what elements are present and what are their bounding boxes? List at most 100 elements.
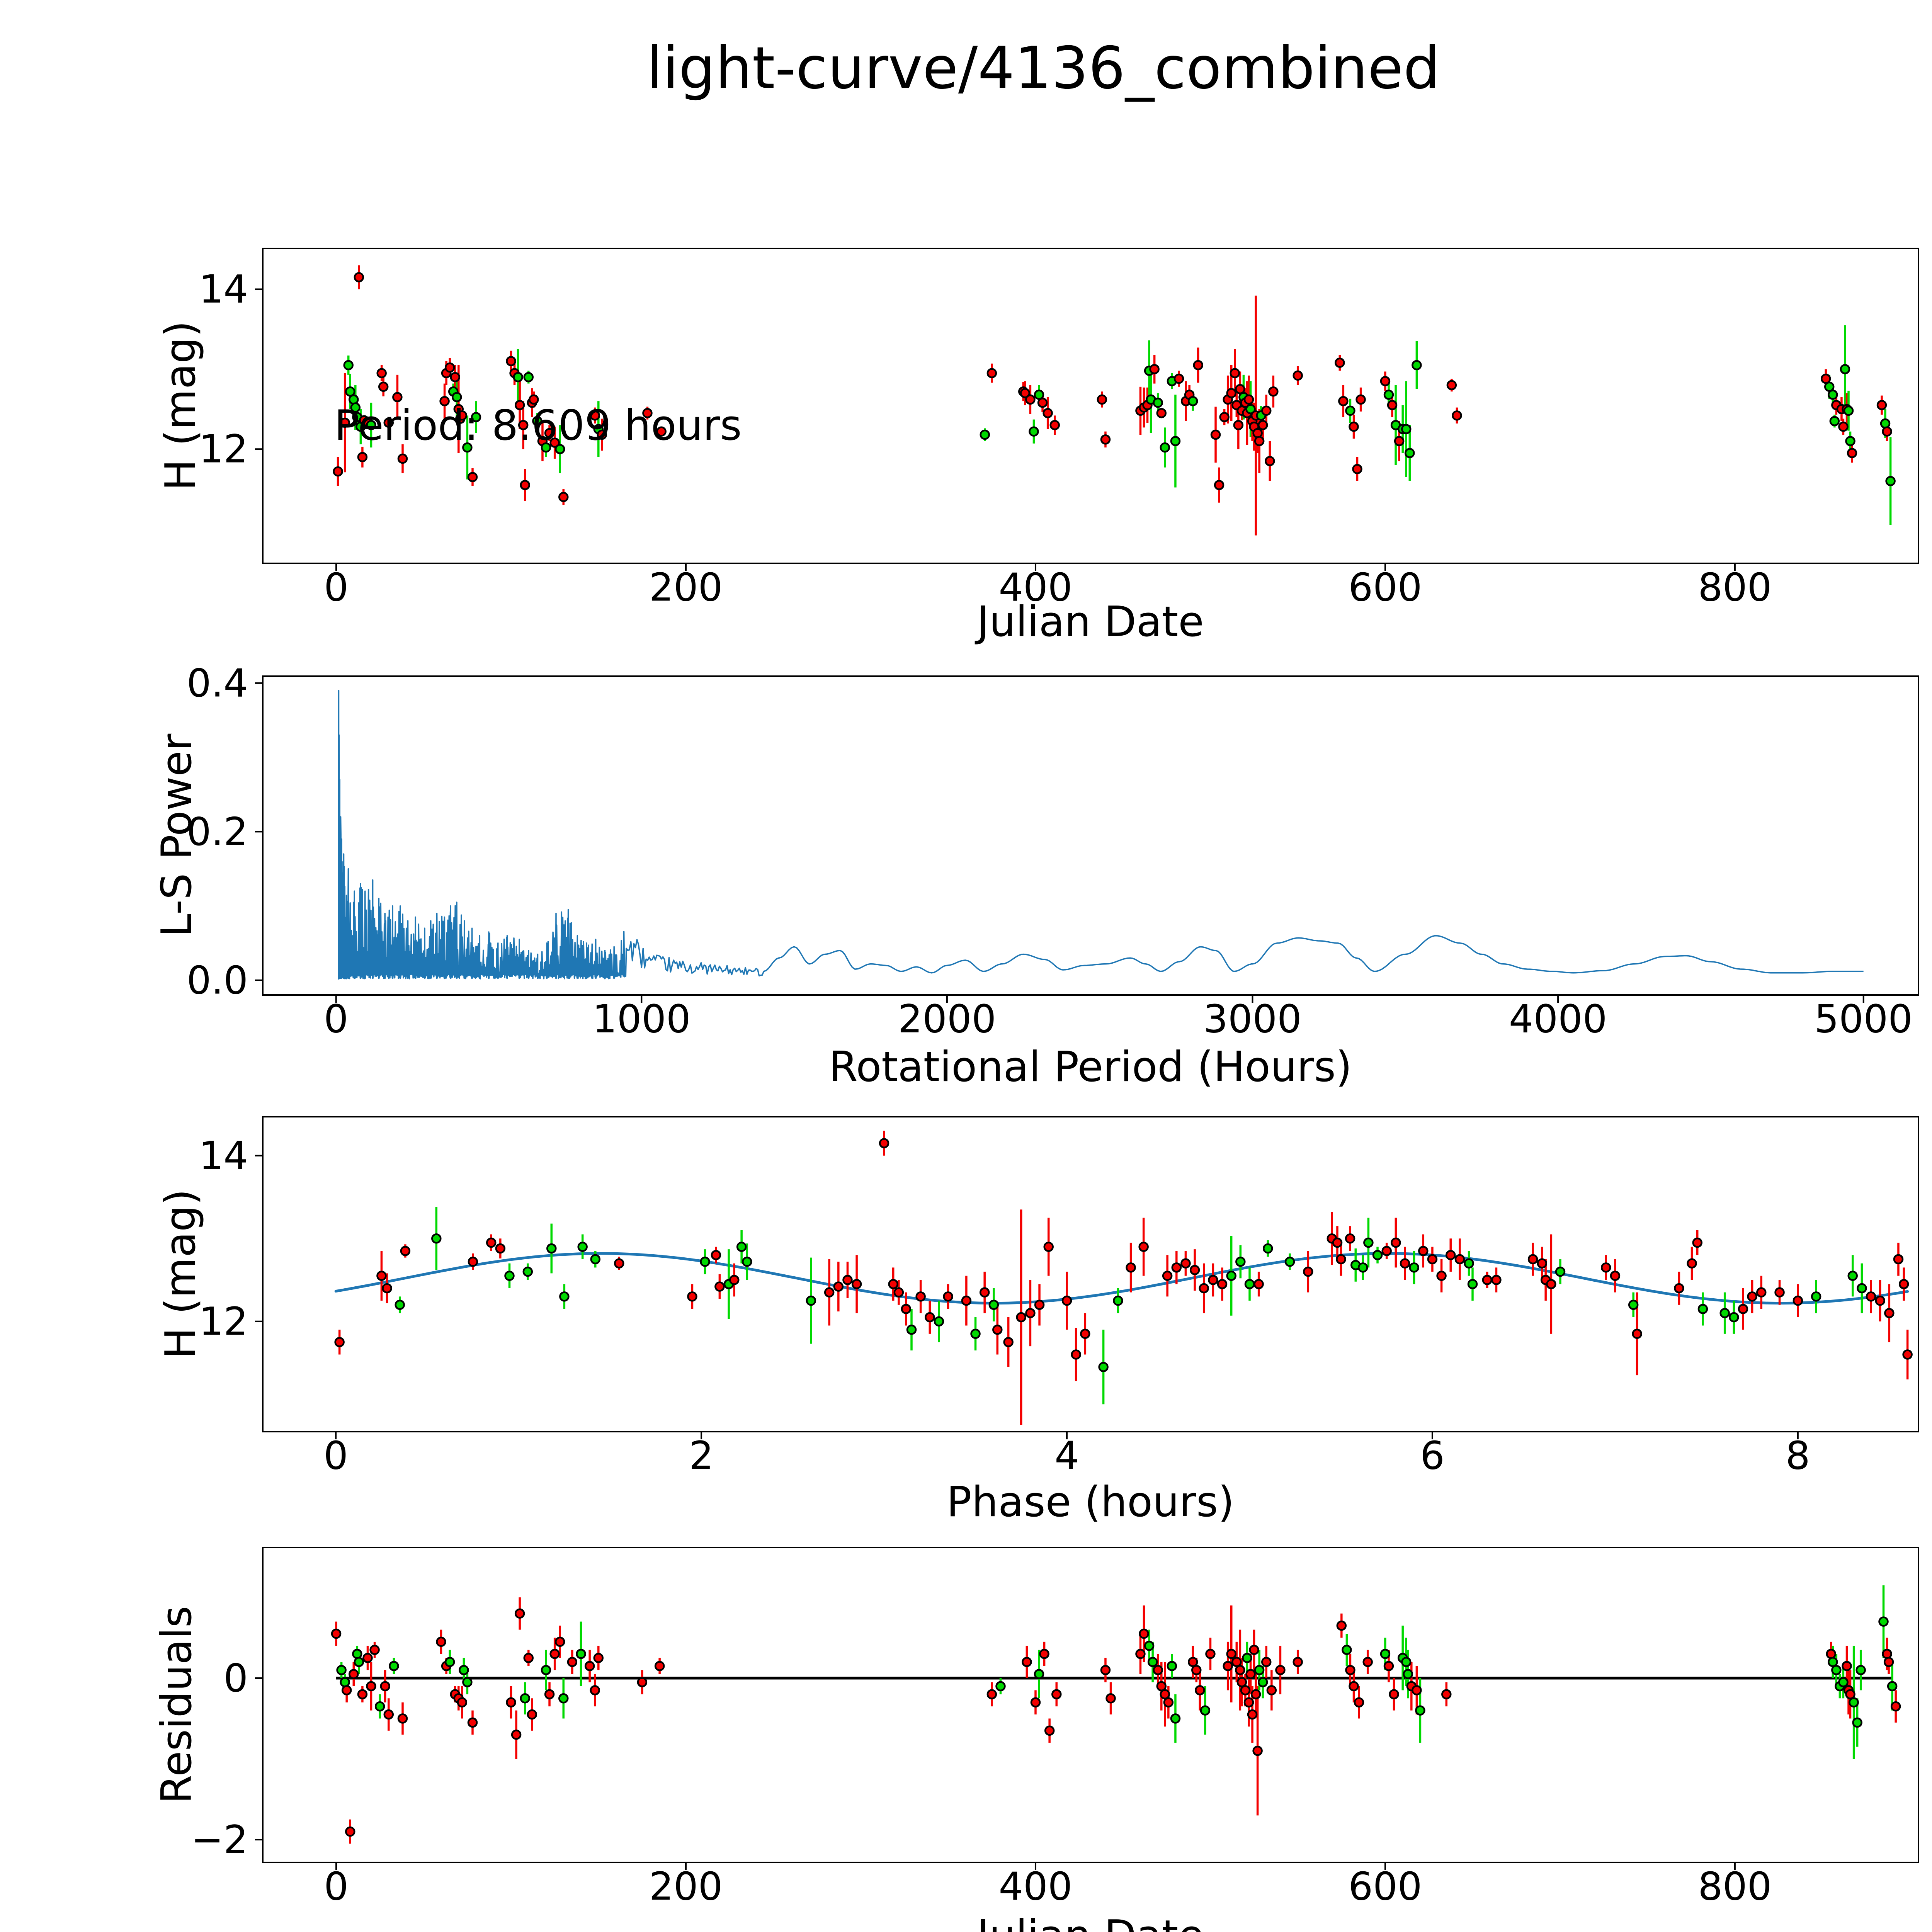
data-point xyxy=(1187,1656,1198,1667)
data-point xyxy=(925,1312,935,1323)
data-point xyxy=(1003,1337,1014,1347)
x-tick-label: 600 xyxy=(1348,1864,1422,1909)
data-point xyxy=(1113,1295,1123,1306)
data-point xyxy=(1883,1656,1894,1667)
x-tick-label: 800 xyxy=(1698,565,1772,610)
data-point xyxy=(1838,1677,1849,1687)
data-point xyxy=(1467,1279,1478,1289)
data-point xyxy=(1235,1665,1245,1675)
data-point xyxy=(1230,368,1240,378)
data-point xyxy=(637,1677,648,1687)
data-point xyxy=(1030,1697,1041,1708)
data-point xyxy=(431,1233,442,1244)
data-point xyxy=(1025,1308,1036,1318)
data-point xyxy=(1401,424,1412,434)
data-point xyxy=(340,1677,350,1687)
data-point xyxy=(1180,1258,1191,1269)
data-point xyxy=(334,1337,345,1347)
data-point xyxy=(1139,1628,1149,1639)
panel2-ylabel: L-S Power xyxy=(153,733,201,937)
data-point xyxy=(1882,1649,1892,1659)
data-point xyxy=(520,480,530,490)
data-point xyxy=(1692,1237,1702,1248)
data-point xyxy=(1452,410,1462,421)
data-point xyxy=(1852,1717,1862,1728)
x-tick-label: 0 xyxy=(324,997,349,1042)
data-point xyxy=(986,368,997,378)
data-point xyxy=(1266,1685,1277,1696)
data-point xyxy=(559,1291,570,1302)
data-point xyxy=(1126,1262,1136,1273)
panel-frame xyxy=(262,1116,1919,1432)
data-point xyxy=(331,1628,342,1639)
data-point xyxy=(357,452,368,463)
data-point xyxy=(1674,1283,1684,1294)
data-point xyxy=(1394,436,1405,446)
data-point xyxy=(486,1237,497,1248)
data-point xyxy=(1250,1689,1261,1700)
data-point xyxy=(1044,1725,1055,1736)
data-point xyxy=(1254,436,1265,446)
data-point xyxy=(554,444,565,454)
data-point xyxy=(1555,1266,1566,1277)
x-tick-label: 3000 xyxy=(1203,997,1302,1042)
data-point xyxy=(729,1275,740,1285)
data-point xyxy=(1025,394,1036,405)
data-point xyxy=(1610,1270,1621,1281)
data-point xyxy=(462,442,473,453)
data-point xyxy=(452,392,462,402)
data-point xyxy=(345,1826,355,1837)
data-point xyxy=(915,1291,926,1302)
data-point xyxy=(1464,1258,1474,1269)
data-point xyxy=(1454,1254,1465,1265)
data-point xyxy=(1824,381,1835,392)
data-point xyxy=(1842,1661,1852,1671)
data-point xyxy=(1403,1669,1413,1679)
data-point xyxy=(1268,386,1279,397)
data-point xyxy=(1210,429,1221,440)
data-point xyxy=(943,1291,953,1302)
data-point xyxy=(369,1645,380,1655)
data-point xyxy=(614,1258,624,1269)
data-point xyxy=(1105,1693,1116,1704)
data-point xyxy=(995,1681,1006,1692)
data-point xyxy=(1167,1661,1177,1671)
data-point xyxy=(1363,1237,1374,1248)
data-point xyxy=(711,1250,721,1260)
data-point xyxy=(1233,420,1244,430)
panel4-xlabel: Julian Date xyxy=(977,1915,1204,1932)
data-point xyxy=(1226,388,1236,398)
data-point xyxy=(1275,1665,1286,1675)
data-point xyxy=(1747,1291,1757,1302)
data-point xyxy=(1415,1705,1425,1716)
data-point xyxy=(1303,1266,1313,1277)
data-point xyxy=(1381,1246,1392,1256)
panel3-ylabel: H (mag) xyxy=(156,1189,205,1359)
data-point xyxy=(1293,370,1303,381)
data-point xyxy=(1156,408,1167,418)
data-point xyxy=(1195,1685,1205,1696)
data-point xyxy=(901,1304,912,1314)
figure-title: light-curve/4136_combined xyxy=(646,35,1440,102)
data-point xyxy=(700,1257,710,1267)
x-tick-label: 2 xyxy=(689,1433,714,1478)
y-tick-label: 12 xyxy=(199,427,248,472)
data-point xyxy=(1412,360,1422,371)
data-point xyxy=(1336,1254,1346,1265)
data-point xyxy=(1080,1328,1090,1339)
data-point xyxy=(1219,412,1230,422)
data-point xyxy=(1401,1656,1412,1667)
data-point xyxy=(1527,1254,1538,1265)
data-point xyxy=(506,1697,516,1708)
data-point xyxy=(1387,400,1398,410)
data-point xyxy=(824,1287,835,1298)
data-point xyxy=(468,1257,478,1267)
data-point xyxy=(577,1242,588,1252)
data-point xyxy=(1857,1283,1867,1294)
data-point xyxy=(1217,1279,1228,1289)
data-point xyxy=(450,372,460,383)
x-tick-label: 0 xyxy=(323,1433,348,1478)
data-point xyxy=(527,1709,537,1720)
data-point xyxy=(1756,1287,1767,1298)
